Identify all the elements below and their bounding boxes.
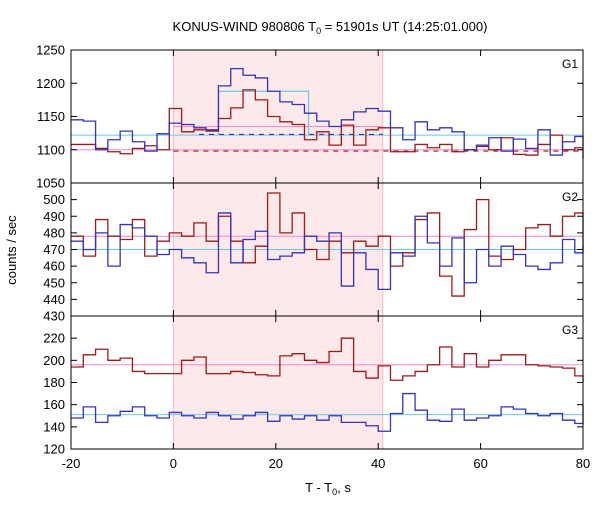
y-tick-label: 220 bbox=[43, 331, 65, 346]
y-tick-label: 1100 bbox=[37, 142, 65, 157]
y-tick-label: 1050 bbox=[36, 176, 65, 191]
y-axis-label: counts / sec bbox=[4, 215, 19, 285]
y-tick-label: 430 bbox=[43, 309, 65, 324]
panel-label: G1 bbox=[562, 57, 578, 71]
title-subscript: 0 bbox=[316, 26, 321, 36]
y-tick-label: 470 bbox=[43, 242, 65, 257]
title-rest: = 51901s UT (14:25:01.000) bbox=[321, 19, 487, 34]
x-tick-label: -20 bbox=[62, 456, 81, 471]
step-series-red_series bbox=[71, 89, 584, 160]
panel-label: G3 bbox=[562, 323, 578, 337]
y-tick-label: 140 bbox=[43, 419, 65, 434]
shaded-interval bbox=[173, 316, 383, 449]
y-tick-label: 500 bbox=[43, 192, 65, 207]
x-tick-label: 0 bbox=[170, 456, 177, 471]
y-tick-label: 440 bbox=[43, 292, 65, 307]
x-axis-label: T - T0, s bbox=[305, 480, 351, 497]
chart-title: KONUS-WIND 980806 T0 = 51901s UT (14:25:… bbox=[173, 19, 488, 36]
x-label-main: T - T bbox=[305, 480, 332, 495]
y-tick-label: 490 bbox=[43, 209, 65, 224]
y-tick-label: 1150 bbox=[37, 109, 65, 124]
step-series-blue_series bbox=[71, 212, 584, 291]
plot-layer: 10501100115012001250G1430440450460470480… bbox=[36, 43, 590, 472]
y-tick-label: 1200 bbox=[36, 76, 65, 91]
y-tick-label: 160 bbox=[43, 397, 65, 412]
y-tick-label: 1250 bbox=[36, 43, 65, 58]
y-tick-label: 460 bbox=[43, 259, 65, 274]
step-series-red_series bbox=[71, 337, 584, 383]
x-label-subscript: 0 bbox=[332, 487, 337, 497]
title-main: KONUS-WIND 980806 T bbox=[173, 19, 317, 34]
y-tick-label: 480 bbox=[43, 225, 65, 240]
x-tick-label: 80 bbox=[576, 456, 590, 471]
step-series-blue_series bbox=[71, 392, 584, 432]
y-tick-label: 200 bbox=[43, 353, 65, 368]
x-label-rest: , s bbox=[337, 480, 351, 495]
y-tick-label: 450 bbox=[43, 275, 65, 290]
y-tick-label: 120 bbox=[43, 442, 65, 457]
step-series-blue_series bbox=[71, 67, 584, 156]
panel-label: G2 bbox=[562, 190, 578, 204]
x-tick-label: 60 bbox=[473, 456, 487, 471]
y-tick-label: 180 bbox=[43, 375, 65, 390]
x-tick-label: 20 bbox=[269, 456, 283, 471]
x-tick-label: 40 bbox=[371, 456, 385, 471]
